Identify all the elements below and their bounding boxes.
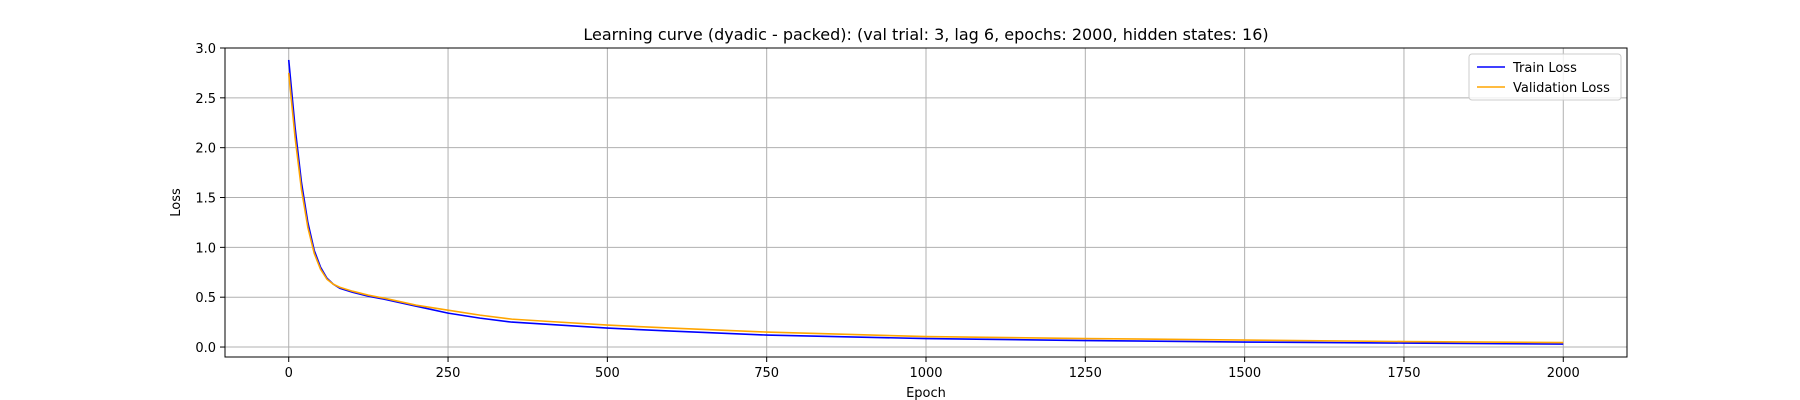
legend-label: Train Loss [1512,61,1577,76]
x-tick-label: 250 [436,366,461,381]
y-tick-label: 3.0 [195,42,216,57]
y-axis-label: Loss [169,188,184,217]
x-tick-label: 1000 [909,366,942,381]
x-tick-label: 2000 [1547,366,1580,381]
x-tick-label: 1250 [1069,366,1102,381]
y-tick-label: 0.5 [195,291,216,306]
series-line-validation-loss [287,72,1564,344]
y-tick-label: 1.5 [195,192,216,207]
series-layer [287,59,1564,345]
x-tick-label: 1500 [1228,366,1261,381]
x-axis-label: Epoch [906,386,946,400]
y-tick-label: 0.0 [195,341,216,356]
x-tick-label: 1750 [1387,366,1420,381]
y-tick-label: 2.0 [195,142,216,157]
legend: Train Loss Validation Loss [1468,53,1622,101]
legend-label: Validation Loss [1513,81,1610,96]
x-tick-label: 500 [595,366,620,381]
y-tick-label: 2.5 [195,92,216,107]
chart-title: Learning curve (dyadic - packed): (val t… [583,25,1268,44]
y-tick-label: 1.0 [195,241,216,256]
legend-box [1468,53,1622,101]
x-tick-label: 750 [754,366,779,381]
x-tick-label: 0 [285,366,293,381]
ticks: 0 250 500 750 1000 1250 1500 1750 2000 0.0 0.5 1.0 1… [195,42,1580,381]
